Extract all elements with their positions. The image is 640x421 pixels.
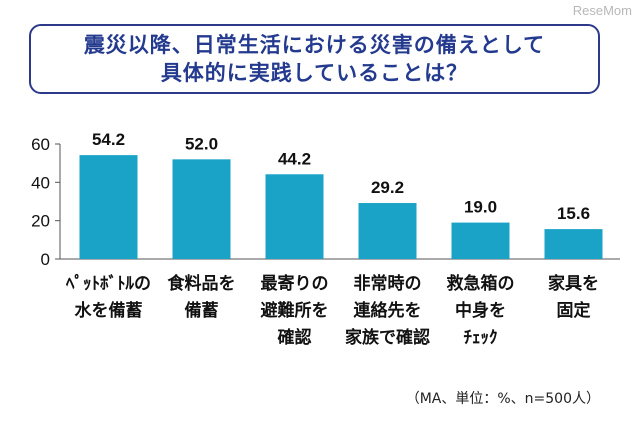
bar [358, 203, 417, 259]
y-tick-label: 40 [31, 173, 50, 192]
data-label: 19.0 [464, 198, 497, 217]
y-tick-label: 0 [41, 250, 50, 269]
chart-title-line-1: 震災以降、日常生活における災害の備えとして [83, 33, 546, 57]
category-label: 家族で確認 [345, 327, 430, 348]
y-tick-label: 20 [31, 212, 50, 231]
category-label: 救急箱の [447, 273, 515, 294]
bar [451, 222, 510, 259]
bar [79, 155, 138, 259]
survey-note: （MA、単位：%、n=500人） [405, 391, 600, 407]
data-label: 54.2 [92, 130, 125, 149]
chart-title-line-2: 具体的に実践していることは？ [160, 61, 469, 85]
category-label: 確認 [278, 327, 312, 348]
category-label: 非常時の [354, 273, 422, 294]
category-label: 最寄りの [261, 273, 329, 294]
category-label: 避難所を [261, 300, 329, 321]
data-label: 44.2 [278, 149, 311, 168]
category-label: 家具を [548, 273, 599, 294]
chart-title-box: 震災以降、日常生活における災害の備えとして 具体的に実践していることは？ [29, 24, 600, 94]
data-label: 29.2 [371, 178, 404, 197]
bar [172, 159, 231, 259]
category-label: 食料品を [168, 273, 236, 294]
category-label: 備蓄 [185, 300, 219, 321]
bar [544, 229, 603, 259]
category-label: 固定 [557, 300, 591, 321]
category-label: ﾍﾟｯﾄﾎﾞﾄﾙの [65, 273, 151, 294]
category-label: ﾁｪｯｸ [464, 328, 498, 348]
category-label: 中身を [455, 300, 506, 321]
y-tick-label: 60 [31, 135, 50, 154]
bar [265, 174, 324, 259]
resemom-watermark: ReseMom [572, 3, 632, 18]
category-label: 水を備蓄 [75, 300, 143, 321]
data-label: 52.0 [185, 134, 218, 153]
data-label: 15.6 [557, 204, 590, 223]
category-label: 連絡先を [354, 300, 422, 321]
